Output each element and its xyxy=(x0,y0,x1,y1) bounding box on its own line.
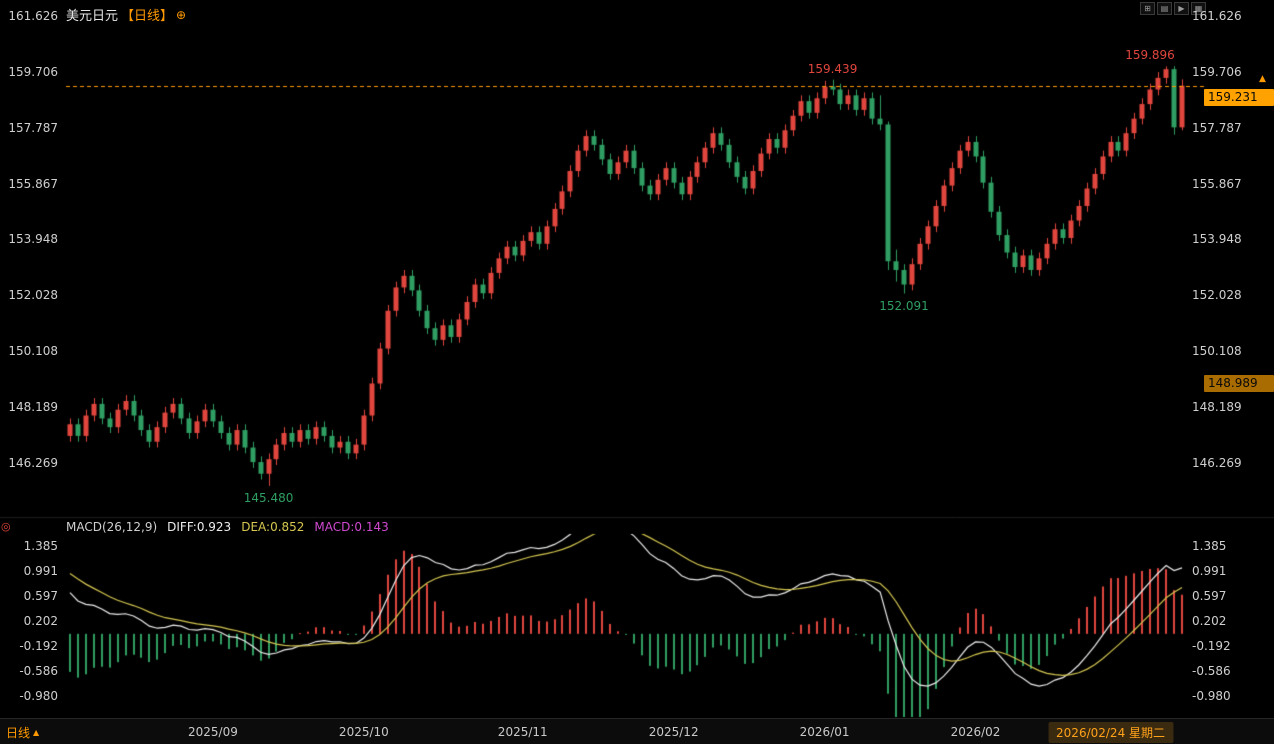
macd-indicator-header: MACD(26,12,9) DIFF:0.923 DEA:0.852 MACD:… xyxy=(66,520,389,534)
price-tick-label: 155.867 xyxy=(8,176,58,191)
price-annotation-high: 159.439 xyxy=(807,61,858,76)
price-tick-label: 152.028 xyxy=(8,288,58,303)
time-axis-bar: 日线 ▲ 2026/02/24 星期二 2025/09 2025/10 2025/1… xyxy=(0,718,1274,744)
date-tick-label: 2025/11 xyxy=(497,725,548,739)
macd-tick-label: 1.385 xyxy=(23,539,58,553)
date-tick-label: 2025/10 xyxy=(338,725,389,739)
price-annotation-high: 159.896 xyxy=(1125,48,1175,63)
macd-diff-value: DIFF:0.923 xyxy=(167,520,232,534)
price-tick-label: 153.948 xyxy=(1192,232,1242,247)
macd-tick-label: 1.385 xyxy=(1192,539,1227,553)
macd-tick-label: -0.586 xyxy=(1192,664,1231,678)
date-tick-label: 2026/01 xyxy=(799,725,850,739)
price-tick-label: 148.189 xyxy=(1192,400,1242,415)
chevron-up-icon: ▲ xyxy=(33,728,40,737)
macd-dea-value: DEA:0.852 xyxy=(241,520,305,534)
price-tick-label: 152.028 xyxy=(1192,288,1242,303)
date-tick-label: 2025/12 xyxy=(648,725,699,739)
last-price-badge: 159.231 xyxy=(1204,88,1274,106)
macd-macd-value: MACD:0.143 xyxy=(314,520,389,534)
price-tick-label: 150.108 xyxy=(8,344,58,359)
latest-arrow-icon[interactable]: ▲ xyxy=(1259,73,1266,84)
date-tick-label: 2025/09 xyxy=(188,725,238,739)
macd-tick-label: 0.991 xyxy=(23,563,58,578)
price-annotation-low: 145.480 xyxy=(243,490,294,505)
price-tick-label: 157.787 xyxy=(1192,120,1242,135)
price-tick-label: 159.706 xyxy=(8,64,58,79)
chart-style-button[interactable]: ▤ xyxy=(1157,2,1172,15)
macd-tick-label: -0.586 xyxy=(19,664,58,678)
price-annotation-low: 152.091 xyxy=(879,298,929,313)
macd-tick-label: -0.192 xyxy=(19,639,58,654)
price-tick-label: 159.706 xyxy=(1192,64,1242,79)
price-tick-label: 155.867 xyxy=(1192,176,1242,191)
chart-toolbar: ⊞ ▤ ▶ ▦ xyxy=(1140,2,1206,15)
period-selector-label: 日线 xyxy=(6,726,31,740)
price-tick-label: 150.108 xyxy=(1192,344,1242,359)
price-tick-label: 148.189 xyxy=(8,400,58,415)
macd-tick-label: -0.192 xyxy=(1192,639,1231,654)
macd-tick-label: 0.597 xyxy=(23,588,58,603)
alert-price-badge: 148.989 xyxy=(1204,374,1274,392)
scale-mode-button[interactable]: ▶ xyxy=(1174,2,1189,15)
macd-tick-label: 0.597 xyxy=(1192,588,1227,603)
crosshair-target-icon[interactable]: ◎ xyxy=(1,520,11,533)
price-tick-label: 161.626 xyxy=(8,9,58,23)
macd-tick-label: -0.980 xyxy=(19,689,58,703)
date-tick-label: 2026/02 xyxy=(950,725,1001,739)
price-tick-label: 146.269 xyxy=(1192,456,1242,470)
macd-tick-label: 0.202 xyxy=(23,614,58,629)
price-tick-label: 161.626 xyxy=(1192,9,1242,23)
current-date-label: 2026/02/24 星期二 xyxy=(1048,722,1174,743)
add-indicator-icon[interactable]: ⊕ xyxy=(176,7,187,22)
price-tick-label: 157.787 xyxy=(8,120,58,135)
panel-layout-button[interactable]: ▦ xyxy=(1191,2,1206,15)
macd-tick-label: 0.202 xyxy=(1192,614,1227,629)
macd-tick-label: -0.980 xyxy=(1192,689,1231,703)
macd-tick-label: 0.991 xyxy=(1192,563,1227,578)
period-selector[interactable]: 日线 ▲ xyxy=(6,724,39,741)
chart-header: 美元日元 【日线】 ⊕ xyxy=(66,5,187,25)
macd-params-label[interactable]: MACD(26,12,9) xyxy=(66,520,158,534)
period-tag[interactable]: 【日线】 xyxy=(121,9,174,24)
price-tick-label: 153.948 xyxy=(8,232,58,247)
symbol-name: 美元日元 xyxy=(66,9,119,24)
grid-layout-button[interactable]: ⊞ xyxy=(1140,2,1155,15)
price-tick-label: 146.269 xyxy=(8,456,58,470)
